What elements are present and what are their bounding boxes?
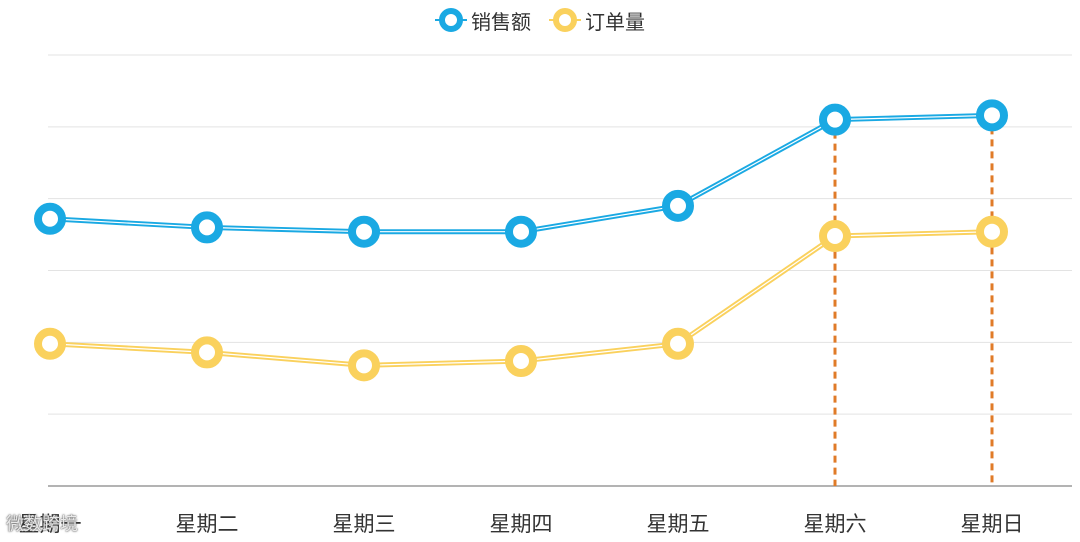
x-tick-label: 星期二 bbox=[176, 512, 239, 536]
data-point-marker bbox=[976, 215, 1008, 248]
legend-marker-sales-icon bbox=[435, 8, 467, 32]
data-point-marker bbox=[819, 220, 851, 253]
x-tick-label: 星期四 bbox=[490, 512, 553, 536]
data-point-marker bbox=[34, 202, 66, 235]
x-tick-label: 星期六 bbox=[804, 512, 867, 536]
x-tick-label: 星期日 bbox=[961, 512, 1024, 536]
legend-label-sales: 销售额 bbox=[471, 9, 531, 34]
data-point-marker bbox=[662, 327, 694, 360]
x-tick-label: 星期五 bbox=[647, 512, 710, 536]
data-point-marker bbox=[348, 215, 380, 248]
data-point-marker bbox=[191, 336, 223, 369]
legend-marker-orders-icon bbox=[549, 8, 581, 32]
legend-item-orders[interactable]: 订单量 bbox=[549, 6, 645, 35]
data-point-marker bbox=[34, 327, 66, 360]
x-tick-label: 星期一 bbox=[19, 512, 82, 536]
legend-label-orders: 订单量 bbox=[585, 9, 645, 34]
watermark: 微数跨境 bbox=[6, 514, 78, 535]
data-point-marker bbox=[191, 211, 223, 244]
data-point-marker bbox=[819, 103, 851, 136]
series-line-highlight bbox=[49, 114, 993, 233]
chart-legend: 销售额 订单量 bbox=[0, 4, 1080, 36]
data-point-marker bbox=[505, 345, 537, 378]
x-tick-label: 星期三 bbox=[333, 512, 396, 536]
data-point-marker bbox=[662, 189, 694, 222]
data-point-marker bbox=[976, 99, 1008, 132]
series-line bbox=[49, 112, 993, 235]
legend-item-sales[interactable]: 销售额 bbox=[435, 6, 531, 35]
data-point-marker bbox=[505, 215, 537, 248]
data-point-marker bbox=[348, 349, 380, 382]
